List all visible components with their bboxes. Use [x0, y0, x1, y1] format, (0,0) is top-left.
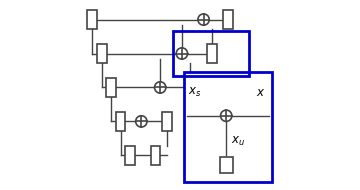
Bar — [174, 31, 249, 76]
Text: $x_s$: $x_s$ — [189, 86, 202, 99]
Bar — [185, 78, 195, 97]
Bar — [150, 146, 161, 165]
Circle shape — [154, 82, 166, 93]
Bar — [125, 146, 135, 165]
Text: $x$: $x$ — [256, 86, 265, 99]
Bar — [207, 44, 217, 63]
Bar — [184, 72, 273, 182]
Circle shape — [136, 116, 147, 127]
Bar — [162, 112, 172, 131]
Bar — [97, 44, 107, 63]
Circle shape — [198, 14, 209, 25]
Circle shape — [176, 48, 188, 59]
Text: $x_u$: $x_u$ — [231, 135, 245, 148]
Bar — [223, 10, 233, 29]
Bar — [220, 157, 233, 173]
Circle shape — [221, 110, 232, 121]
Bar — [87, 10, 97, 29]
Bar — [106, 78, 116, 97]
Bar — [116, 112, 126, 131]
